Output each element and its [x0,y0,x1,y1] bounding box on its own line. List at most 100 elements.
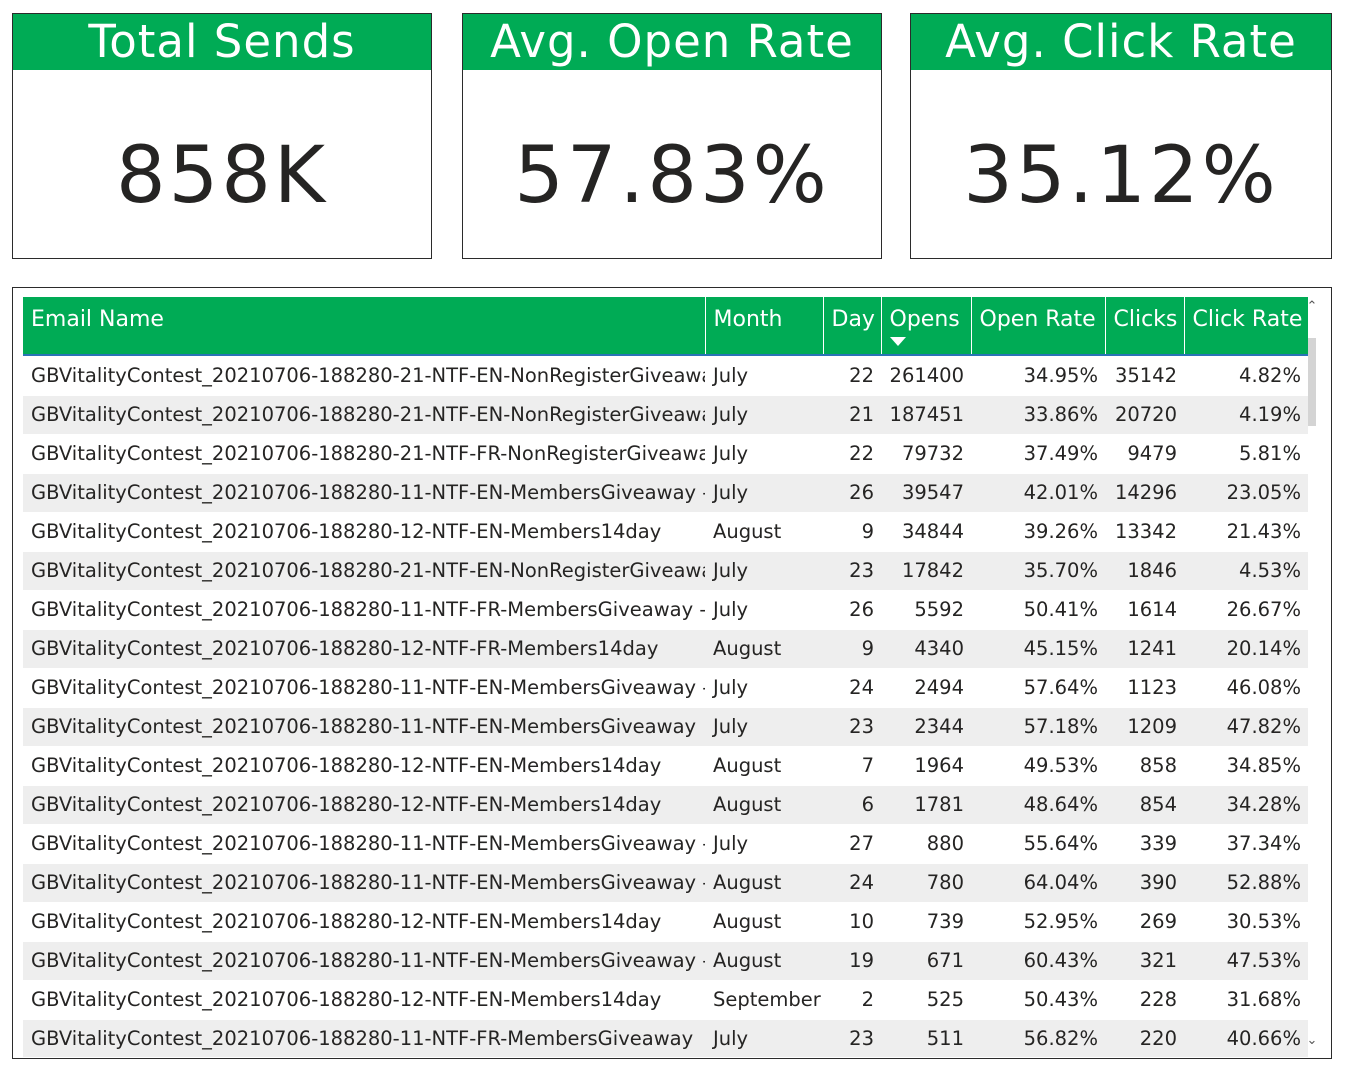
cell-day: 6 [823,785,881,825]
cell-open-rate: 34.95% [971,355,1105,396]
cell-clicks: 220 [1105,1019,1184,1057]
cell-day: 24 [823,863,881,903]
cell-month: July [705,434,823,474]
cell-open-rate: 50.41% [971,590,1105,630]
cell-day: 19 [823,941,881,981]
table-row[interactable]: GBVitalityContest_20210706-188280-11-NTF… [23,668,1308,708]
cell-clicks: 1209 [1105,707,1184,747]
cell-month: July [705,551,823,591]
table-row[interactable]: GBVitalityContest_20210706-188280-11-NTF… [23,863,1308,903]
kpi-value: 858K [115,131,329,221]
chevron-down-icon[interactable]: ⌄ [1306,1033,1318,1048]
cell-click-rate: 4.53% [1184,551,1308,591]
cell-month: August [705,512,823,552]
table-row[interactable]: GBVitalityContest_20210706-188280-12-NTF… [23,902,1308,942]
cell-email-name: GBVitalityContest_20210706-188280-11-NTF… [23,863,705,903]
kpi-card-avg-open-rate: Avg. Open Rate 57.83% [462,13,882,259]
cell-opens: 261400 [881,355,971,396]
table-row[interactable]: GBVitalityContest_20210706-188280-11-NTF… [23,707,1308,747]
chevron-up-icon[interactable]: ⌃ [1306,299,1318,314]
cell-clicks: 14296 [1105,473,1184,513]
cell-clicks: 35142 [1105,355,1184,396]
cell-opens: 1964 [881,746,971,786]
vertical-scrollbar[interactable]: ⌃ ⌄ [1305,298,1319,1050]
table-row[interactable]: GBVitalityContest_20210706-188280-21-NTF… [23,551,1308,591]
cell-month: August [705,746,823,786]
cell-day: 23 [823,707,881,747]
cell-clicks: 858 [1105,746,1184,786]
table-row[interactable]: GBVitalityContest_20210706-188280-12-NTF… [23,980,1308,1020]
table-row[interactable]: GBVitalityContest_20210706-188280-12-NTF… [23,746,1308,786]
cell-opens: 79732 [881,434,971,474]
cell-opens: 17842 [881,551,971,591]
column-header-opens[interactable]: Opens [881,297,972,356]
column-header-email-name[interactable]: Email Name [23,297,706,356]
cell-email-name: GBVitalityContest_20210706-188280-12-NTF… [23,902,705,942]
cell-day: 27 [823,824,881,864]
table-row[interactable]: GBVitalityContest_20210706-188280-12-NTF… [23,512,1308,552]
cell-open-rate: 57.64% [971,668,1105,708]
table-row[interactable]: GBVitalityContest_20210706-188280-12-NTF… [23,629,1308,669]
column-header-open-rate[interactable]: Open Rate [971,297,1106,356]
table-row[interactable]: GBVitalityContest_20210706-188280-11-NTF… [23,941,1308,981]
cell-opens: 2344 [881,707,971,747]
cell-opens: 4340 [881,629,971,669]
cell-open-rate: 64.04% [971,863,1105,903]
cell-click-rate: 30.53% [1184,902,1308,942]
table-row[interactable]: GBVitalityContest_20210706-188280-21-NTF… [23,395,1308,435]
cell-open-rate: 35.70% [971,551,1105,591]
cell-opens: 671 [881,941,971,981]
table-scroll-area[interactable]: Email Name Month Day Opens Open Rate Cli… [23,297,1308,1057]
sort-descending-icon [889,337,906,346]
cell-open-rate: 56.82% [971,1019,1105,1057]
table-row[interactable]: GBVitalityContest_20210706-188280-11-NTF… [23,824,1308,864]
cell-email-name: GBVitalityContest_20210706-188280-12-NTF… [23,746,705,786]
cell-email-name: GBVitalityContest_20210706-188280-11-NTF… [23,590,705,630]
cell-day: 9 [823,512,881,552]
cell-open-rate: 49.53% [971,746,1105,786]
table-row[interactable]: GBVitalityContest_20210706-188280-11-NTF… [23,1019,1308,1057]
table-row[interactable]: GBVitalityContest_20210706-188280-21-NTF… [23,434,1308,474]
cell-open-rate: 48.64% [971,785,1105,825]
scroll-thumb[interactable] [1308,338,1316,426]
table-row[interactable]: GBVitalityContest_20210706-188280-12-NTF… [23,785,1308,825]
cell-month: August [705,785,823,825]
cell-email-name: GBVitalityContest_20210706-188280-11-NTF… [23,1019,705,1057]
cell-open-rate: 57.18% [971,707,1105,747]
cell-click-rate: 5.81% [1184,434,1308,474]
column-header-click-rate[interactable]: Click Rate [1184,297,1308,356]
kpi-title: Avg. Click Rate [911,14,1331,70]
cell-click-rate: 21.43% [1184,512,1308,552]
cell-day: 2 [823,980,881,1020]
email-table: Email Name Month Day Opens Open Rate Cli… [23,297,1308,1057]
cell-clicks: 339 [1105,824,1184,864]
cell-open-rate: 42.01% [971,473,1105,513]
cell-email-name: GBVitalityContest_20210706-188280-21-NTF… [23,434,705,474]
column-header-day[interactable]: Day [823,297,882,356]
cell-click-rate: 20.14% [1184,629,1308,669]
cell-clicks: 269 [1105,902,1184,942]
table-row[interactable]: GBVitalityContest_20210706-188280-11-NTF… [23,473,1308,513]
cell-email-name: GBVitalityContest_20210706-188280-21-NTF… [23,551,705,591]
column-header-clicks[interactable]: Clicks [1105,297,1185,356]
table-row[interactable]: GBVitalityContest_20210706-188280-11-NTF… [23,590,1308,630]
scroll-track[interactable] [1308,338,1316,1028]
cell-clicks: 9479 [1105,434,1184,474]
cell-email-name: GBVitalityContest_20210706-188280-11-NTF… [23,941,705,981]
cell-email-name: GBVitalityContest_20210706-188280-12-NTF… [23,785,705,825]
cell-opens: 39547 [881,473,971,513]
cell-email-name: GBVitalityContest_20210706-188280-11-NTF… [23,473,705,513]
cell-click-rate: 4.82% [1184,355,1308,396]
kpi-card-total-sends: Total Sends 858K [12,13,432,259]
cell-clicks: 1614 [1105,590,1184,630]
cell-month: July [705,668,823,708]
kpi-value: 35.12% [963,131,1279,221]
cell-day: 7 [823,746,881,786]
cell-open-rate: 55.64% [971,824,1105,864]
column-header-month[interactable]: Month [705,297,824,356]
cell-opens: 739 [881,902,971,942]
table-row[interactable]: GBVitalityContest_20210706-188280-21-NTF… [23,355,1308,396]
cell-month: July [705,355,823,396]
cell-open-rate: 33.86% [971,395,1105,435]
cell-open-rate: 39.26% [971,512,1105,552]
